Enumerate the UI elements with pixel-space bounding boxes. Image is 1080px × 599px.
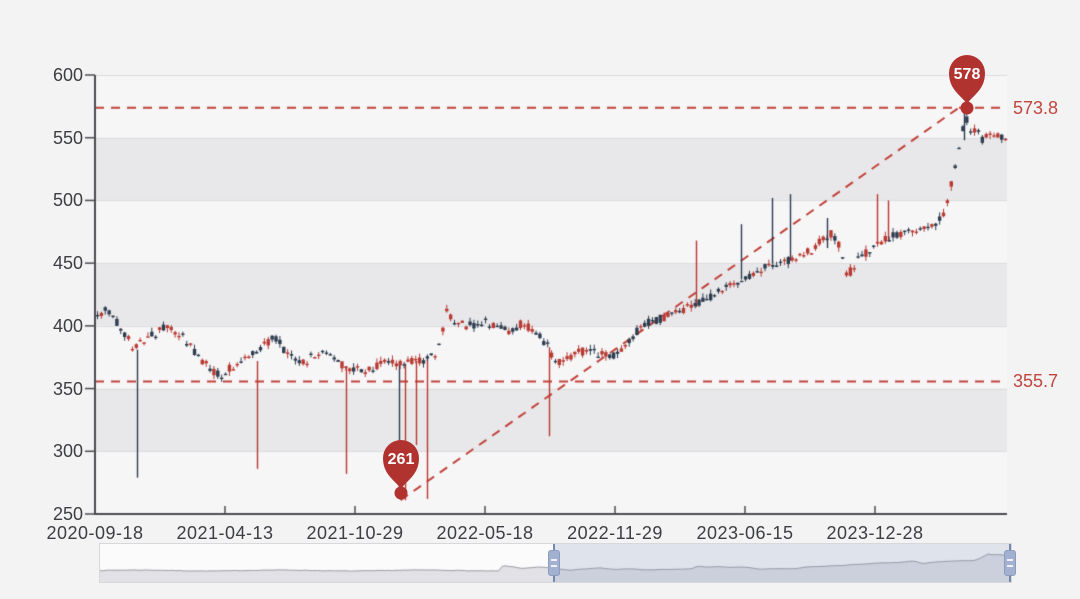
x-axis-tick-label: 2021-10-29: [306, 523, 404, 543]
x-axis-tick-label: 2022-11-29: [567, 523, 663, 543]
max-price-pin[interactable]: 578: [944, 52, 990, 118]
upper-dashed-line-label: 573.8: [1013, 97, 1059, 118]
y-axis-tick-label: 600: [52, 65, 83, 85]
pin-balloon-shape: [948, 54, 985, 104]
range-left-handle[interactable]: [547, 550, 560, 576]
y-axis-tick-label: 500: [52, 190, 83, 211]
y-axis-tick-label: 450: [52, 253, 83, 274]
y-axis-tick-label: 250: [52, 504, 83, 524]
lower-dashed-line-label: 355.7: [1013, 371, 1059, 392]
y-axis-tick-label: 400: [52, 315, 83, 336]
x-axis-tick-label: 2021-04-13: [176, 523, 274, 543]
handle-grip-line: [1006, 565, 1013, 567]
x-axis-tick-label: 2022-05-18: [436, 523, 534, 543]
handle-grip-line: [550, 559, 557, 561]
x-axis-tick-label: 2023-06-15: [696, 523, 794, 543]
y-axis-tick-label: 350: [52, 378, 83, 399]
pin-anchor-dot: [394, 486, 408, 500]
pin-anchor-dot: [960, 101, 974, 115]
handle-grip-line: [550, 565, 557, 567]
min-price-pin-value: 261: [387, 451, 414, 468]
max-price-pin-value: 578: [954, 66, 981, 83]
range-navigator-track[interactable]: [99, 543, 1016, 583]
y-axis-tick-label: 300: [52, 441, 83, 462]
handle-grip-line: [1006, 559, 1013, 561]
range-selection-window[interactable]: [547, 544, 1016, 582]
y-axis-tick-label: 550: [52, 127, 83, 148]
range-right-handle[interactable]: [1003, 550, 1016, 576]
x-axis-tick-label: 2023-12-28: [826, 523, 924, 543]
min-price-pin[interactable]: 261: [378, 437, 424, 503]
pin-balloon-shape: [382, 440, 419, 490]
x-axis-tick-label: 2020-09-18: [46, 523, 144, 543]
